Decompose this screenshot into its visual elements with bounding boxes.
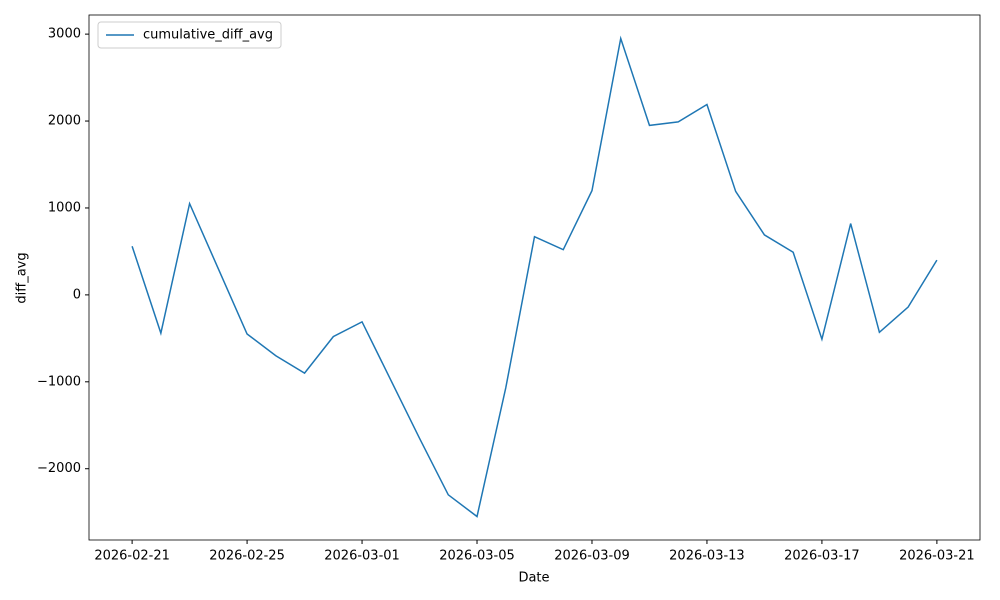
x-tick-label: 2026-02-25 xyxy=(209,549,285,564)
legend-label: cumulative_diff_avg xyxy=(143,28,273,43)
y-axis-label: diff_avg xyxy=(15,252,30,303)
legend-box xyxy=(97,21,282,49)
y-tick-label: 1000 xyxy=(48,200,81,215)
x-tick-label: 2026-03-01 xyxy=(324,549,400,564)
line xyxy=(131,35,938,518)
y-tick-label: 2000 xyxy=(48,114,81,129)
plot-frame xyxy=(88,14,981,541)
x-tick-label: 2026-03-17 xyxy=(784,549,860,564)
x-tick-label: 2026-03-05 xyxy=(439,549,515,564)
x-tick-label: 2026-03-09 xyxy=(554,549,630,564)
y-tick-label: −2000 xyxy=(37,461,81,476)
y-tick-label: −1000 xyxy=(37,374,81,389)
y-tick-label: 3000 xyxy=(48,27,81,42)
x-axis-label: Date xyxy=(518,571,549,586)
x-tick-label: 2026-03-21 xyxy=(899,549,975,564)
y-tick-label: 0 xyxy=(73,287,81,302)
x-tick-label: 2026-03-13 xyxy=(669,549,745,564)
x-tick-label: 2026-02-21 xyxy=(94,549,170,564)
